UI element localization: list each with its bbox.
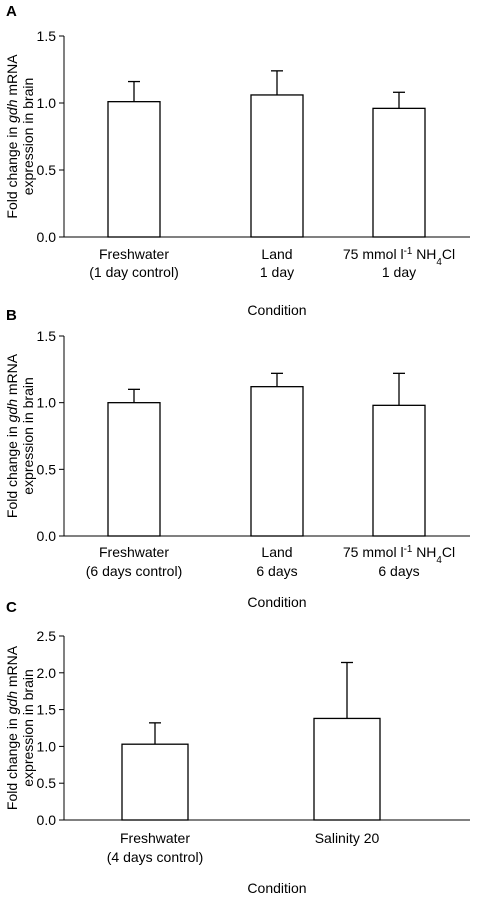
y-tick-label: 0.5 — [37, 461, 57, 477]
panel-letter: C — [6, 599, 17, 616]
y-tick-label: 0.0 — [37, 528, 57, 544]
y-tick-label: 0.5 — [37, 775, 57, 791]
bar — [121, 743, 189, 821]
x-axis-label: Condition — [247, 880, 306, 896]
y-tick-label: 0.0 — [37, 229, 57, 245]
bar — [250, 94, 304, 238]
y-tick-label: 1.0 — [37, 738, 57, 754]
y-tick-label: 1.5 — [37, 28, 57, 44]
x-tick-label: 6 days — [378, 563, 419, 579]
bar — [107, 101, 161, 238]
x-tick-label: Salinity 20 — [315, 830, 380, 846]
x-tick-label: 6 days — [256, 563, 297, 579]
x-axis-label: Condition — [247, 302, 306, 318]
y-tick-label: 1.5 — [37, 328, 57, 344]
x-tick-label: (1 day control) — [89, 264, 178, 280]
y-tick-label: 1.0 — [37, 95, 57, 111]
y-axis-label: Fold change in gdh mRNAexpression in bra… — [4, 645, 36, 810]
y-tick-label: 1.0 — [37, 395, 57, 411]
x-tick-label: 1 day — [260, 264, 294, 280]
x-tick-label: Freshwater — [99, 544, 169, 560]
panel-b: B 0.0 0.5 1.0 1.5 Freshwater (6 days control) L… — [4, 307, 470, 610]
y-tick-label: 2.5 — [37, 628, 57, 644]
bar — [372, 404, 426, 537]
y-axis-label: Fold change in gdh mRNAexpression in bra… — [4, 353, 36, 518]
bar — [250, 386, 304, 537]
x-tick-label: 75 mmol l-1 NH4Cl — [343, 544, 455, 566]
panel-letter: A — [6, 3, 17, 20]
x-tick-label: Land — [261, 246, 292, 262]
panel-a: A 0.0 0.5 1.0 1.5 Freshwater (1 day control) La… — [4, 3, 470, 318]
x-tick-label: 1 day — [382, 264, 416, 280]
y-tick-label: 1.5 — [37, 702, 57, 718]
y-tick-label: 0.0 — [37, 812, 57, 828]
x-tick-label: Land — [261, 544, 292, 560]
x-tick-label: 75 mmol l-1 NH4Cl — [343, 246, 455, 268]
x-axis-label: Condition — [247, 594, 306, 610]
x-tick-label: Freshwater — [120, 830, 190, 846]
x-tick-label: Freshwater — [99, 246, 169, 262]
y-axis-label: Fold change in gdh mRNAexpression in bra… — [4, 54, 36, 219]
bar — [107, 402, 161, 537]
panel-c: C 0.0 0.5 1.0 1.5 2.0 2.5 Freshwater (4 days con… — [4, 599, 470, 896]
x-tick-label: (6 days control) — [86, 563, 182, 579]
panel-letter: B — [6, 307, 17, 324]
y-tick-label: 0.5 — [37, 162, 57, 178]
bar — [372, 107, 426, 238]
x-tick-label: (4 days control) — [107, 849, 203, 865]
bar — [313, 717, 381, 821]
y-tick-label: 2.0 — [37, 665, 57, 681]
